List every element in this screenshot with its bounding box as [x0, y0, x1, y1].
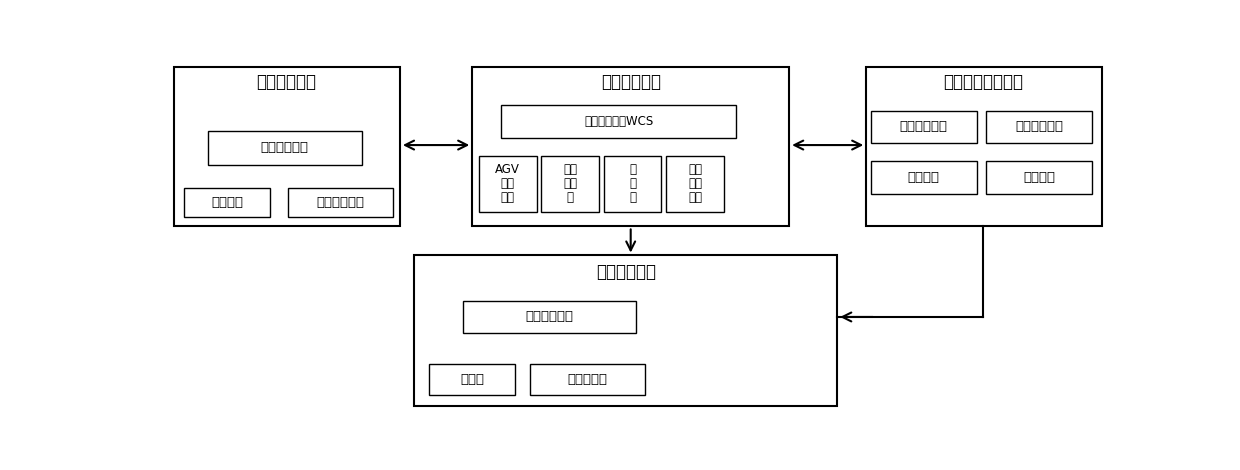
Text: 自动运输单元: 自动运输单元 [600, 73, 661, 91]
Text: 自动
输送
线: 自动 输送 线 [563, 164, 577, 204]
Bar [866, 67, 1101, 227]
Text: 仓储管理系统: 仓储管理系统 [260, 141, 309, 154]
Bar [208, 131, 362, 165]
Text: 堆
垛
机: 堆 垛 机 [629, 164, 636, 204]
Text: 运输系统: 运输系统 [908, 171, 940, 184]
Bar [666, 156, 724, 212]
Text: 中央控制系统: 中央控制系统 [900, 120, 947, 133]
Text: AGV
无人
叉车: AGV 无人 叉车 [495, 164, 520, 204]
Bar [501, 105, 737, 138]
Bar [288, 188, 393, 218]
Text: 横梁式货架区: 横梁式货架区 [316, 196, 365, 210]
Text: 盲样制作单元: 盲样制作单元 [596, 263, 656, 281]
Bar [870, 111, 977, 143]
Bar [542, 156, 599, 212]
Bar [986, 111, 1092, 143]
Bar [986, 161, 1092, 194]
Bar [414, 256, 837, 406]
Bar [472, 67, 789, 227]
Text: 物资质量检测单元: 物资质量检测单元 [944, 73, 1023, 91]
Text: 标签剥离机: 标签剥离机 [568, 373, 608, 386]
Text: 空压机: 空压机 [460, 373, 484, 386]
Text: 仓库控制系统WCS: 仓库控制系统WCS [584, 115, 653, 128]
Bar [463, 301, 635, 333]
Bar [479, 156, 537, 212]
Text: 托盘
拆码
垛机: 托盘 拆码 垛机 [688, 164, 702, 204]
Bar [604, 156, 661, 212]
Text: 试验检测系统: 试验检测系统 [1016, 120, 1063, 133]
Bar [429, 364, 516, 395]
Bar [174, 67, 401, 227]
Bar [870, 161, 977, 194]
Bar [529, 364, 645, 395]
Text: 安防系统: 安防系统 [1023, 171, 1055, 184]
Text: 盲样制作装置: 盲样制作装置 [525, 311, 573, 323]
Text: 立体库区: 立体库区 [211, 196, 243, 210]
Text: 仓储管理单元: 仓储管理单元 [257, 73, 316, 91]
Bar [184, 188, 270, 218]
